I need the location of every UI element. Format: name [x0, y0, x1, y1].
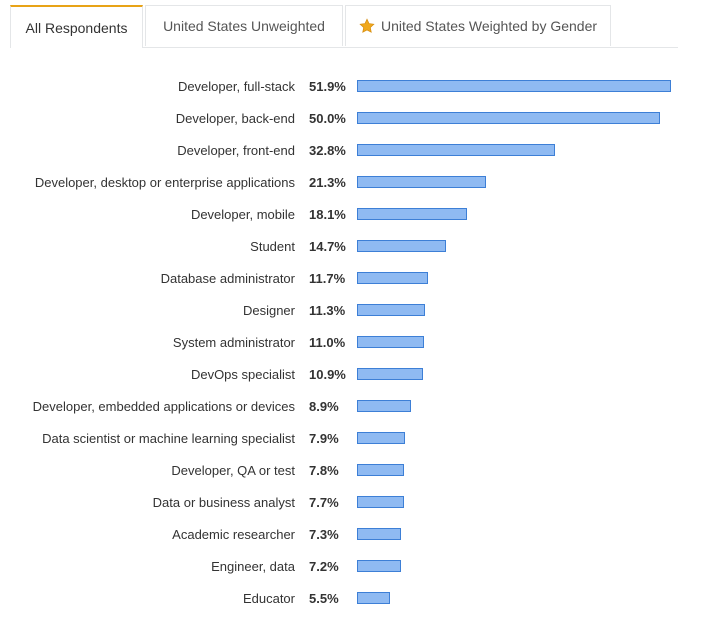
bar-row: Developer, full-stack 51.9%	[0, 77, 720, 97]
tab-united-states-unweighted[interactable]: United States Unweighted	[145, 5, 343, 46]
category-label: DevOps specialist	[190, 367, 295, 382]
value-label: 21.3%	[309, 175, 346, 190]
bar-row: Designer 11.3%	[0, 301, 720, 321]
bar	[357, 176, 486, 188]
bar	[357, 272, 428, 284]
value-label: 51.9%	[309, 79, 346, 94]
value-label: 7.2%	[309, 559, 339, 574]
tab-label: United States Weighted by Gender	[380, 18, 598, 34]
bar	[357, 112, 660, 124]
bar-row: Developer, desktop or enterprise applica…	[0, 173, 720, 193]
bar-row: DevOps specialist 10.9%	[0, 365, 720, 385]
bar	[357, 400, 411, 412]
category-label: Developer, full-stack	[177, 79, 295, 94]
category-label: Data or business analyst	[152, 495, 295, 510]
value-label: 10.9%	[309, 367, 346, 382]
bar	[357, 592, 390, 604]
bar	[357, 432, 405, 444]
tab-all-respondents[interactable]: All Respondents	[10, 5, 143, 48]
tab-united-states-weighted-by-gender[interactable]: United States Weighted by Gender	[345, 5, 611, 46]
bar	[357, 304, 425, 316]
bar-row: Educator 5.5%	[0, 589, 720, 609]
bar-row: System administrator 11.0%	[0, 333, 720, 353]
bar	[357, 560, 401, 572]
value-label: 8.9%	[309, 399, 339, 414]
bar	[357, 336, 424, 348]
bar-row: Developer, QA or test 7.8%	[0, 461, 720, 481]
value-label: 7.8%	[309, 463, 339, 478]
category-label: Student	[250, 239, 295, 254]
tab-label: All Respondents	[25, 19, 128, 36]
value-label: 32.8%	[309, 143, 346, 158]
bar-row: Academic researcher 7.3%	[0, 525, 720, 545]
category-label: Database administrator	[160, 271, 295, 286]
bar	[357, 528, 401, 540]
value-label: 50.0%	[309, 111, 346, 126]
bar	[357, 496, 404, 508]
category-label: Academic researcher	[172, 527, 295, 542]
bar-row: Developer, mobile 18.1%	[0, 205, 720, 225]
category-label: Data scientist or machine learning speci…	[42, 431, 295, 446]
bar	[357, 80, 671, 92]
bar	[357, 144, 555, 156]
bar-row: Database administrator 11.7%	[0, 269, 720, 289]
category-label: System administrator	[172, 335, 295, 350]
value-label: 7.7%	[309, 495, 339, 510]
bar	[357, 208, 467, 220]
value-label: 7.9%	[309, 431, 339, 446]
category-label: Developer, QA or test	[171, 463, 295, 478]
category-label: Developer, back-end	[175, 111, 295, 126]
value-label: 7.3%	[309, 527, 339, 542]
value-label: 18.1%	[309, 207, 346, 222]
value-label: 11.3%	[309, 303, 346, 318]
category-label: Developer, embedded applications or devi…	[32, 399, 295, 414]
bar-row: Developer, embedded applications or devi…	[0, 397, 720, 417]
bar	[357, 464, 404, 476]
bar-row: Developer, back-end 50.0%	[0, 109, 720, 129]
bar	[357, 368, 423, 380]
category-label: Educator	[242, 591, 295, 606]
value-label: 11.0%	[309, 335, 346, 350]
category-label: Developer, front-end	[177, 143, 295, 158]
bar-row: Data scientist or machine learning speci…	[0, 429, 720, 449]
value-label: 5.5%	[309, 591, 339, 606]
category-label: Developer, desktop or enterprise applica…	[34, 175, 295, 190]
bar	[357, 240, 446, 252]
category-label: Engineer, data	[211, 559, 295, 574]
bar-row: Student 14.7%	[0, 237, 720, 257]
bar-row: Developer, front-end 32.8%	[0, 141, 720, 161]
value-label: 14.7%	[309, 239, 346, 254]
tab-label: United States Unweighted	[163, 18, 325, 34]
category-label: Designer	[242, 303, 295, 318]
bar-row: Engineer, data 7.2%	[0, 557, 720, 577]
category-label: Developer, mobile	[190, 207, 295, 222]
value-label: 11.7%	[309, 271, 346, 286]
star-icon	[359, 18, 375, 33]
respondent-tabs: All Respondents United States Unweighted…	[10, 5, 678, 48]
bar-row: Data or business analyst 7.7%	[0, 493, 720, 513]
